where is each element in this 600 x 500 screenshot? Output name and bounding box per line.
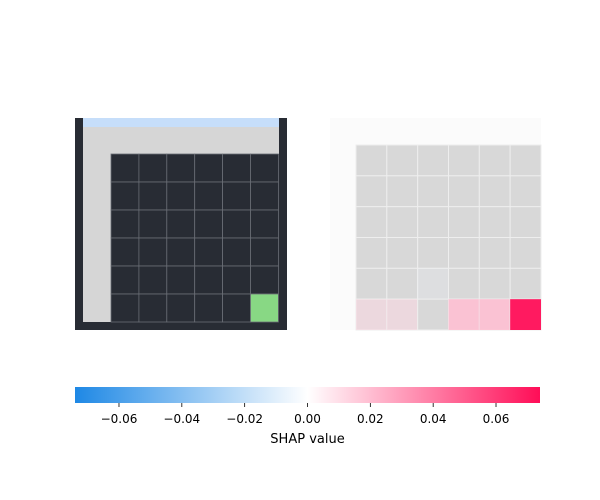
shap-cell <box>509 144 542 177</box>
input-cell <box>138 265 168 295</box>
input-cell <box>166 265 196 295</box>
shap-cell-overlay <box>417 268 449 300</box>
shap-cell <box>448 267 480 300</box>
shap-cell <box>448 237 480 269</box>
input-cell <box>110 181 140 211</box>
shap-cell <box>386 206 419 239</box>
shap-cell <box>355 175 388 208</box>
input-cell <box>110 265 140 295</box>
input-cell <box>222 293 251 323</box>
input-cell <box>83 127 279 154</box>
colorbar-tick-label: −0.06 <box>101 412 138 426</box>
input-cell <box>194 153 223 183</box>
shap-cell <box>355 206 388 239</box>
colorbar-tick-label: −0.04 <box>163 412 200 426</box>
input-cell <box>83 118 279 127</box>
colorbar-tick-label: 0.04 <box>420 412 447 426</box>
shap-cell <box>478 267 511 300</box>
input-cell <box>222 209 251 239</box>
shap-heatmap-panel <box>330 118 542 331</box>
shap-cell <box>386 237 419 269</box>
colorbar-tick-label: 0.06 <box>483 412 510 426</box>
input-cell <box>110 293 140 323</box>
input-cell <box>138 181 168 211</box>
shap-cell <box>509 267 542 300</box>
shap-cell <box>355 237 388 269</box>
shap-cell <box>478 175 511 208</box>
input-cell <box>250 265 279 295</box>
shap-cell-overlay <box>479 299 511 330</box>
shap-cell <box>509 206 542 239</box>
input-cell <box>166 293 196 323</box>
input-cell <box>166 209 196 239</box>
input-cell <box>166 153 196 183</box>
input-cell <box>194 237 223 267</box>
input-cell <box>250 293 279 323</box>
shap-cell <box>509 175 542 208</box>
input-cell <box>138 237 168 267</box>
shap-cell <box>448 144 480 177</box>
shap-cell-overlay <box>448 299 480 330</box>
input-cell <box>250 181 279 211</box>
shap-cell <box>386 267 419 300</box>
shap-cell <box>448 206 480 239</box>
shap-cell <box>478 237 511 269</box>
input-image-panel <box>75 118 287 330</box>
colorbar-tick-label: −0.02 <box>226 412 263 426</box>
shap-cell <box>509 237 542 269</box>
shap-cell <box>355 144 388 177</box>
shap-cell <box>386 144 419 177</box>
shap-cell <box>478 206 511 239</box>
input-cell <box>138 293 168 323</box>
input-cell <box>138 209 168 239</box>
colorbar-label: SHAP value <box>270 432 344 447</box>
input-cell <box>194 181 223 211</box>
shap-cell-overlay <box>510 299 541 330</box>
input-cell <box>222 237 251 267</box>
input-cell <box>222 153 251 183</box>
colorbar-tick-label: 0.00 <box>294 412 321 426</box>
input-cell <box>194 265 223 295</box>
input-cell <box>83 154 111 322</box>
shap-cell <box>355 267 388 300</box>
input-cell <box>194 209 223 239</box>
shap-cell <box>417 298 449 331</box>
shap-cell <box>448 175 480 208</box>
shap-cell <box>386 175 419 208</box>
colorbar: −0.06 −0.04 −0.02 0.00 0.02 0.04 0.06 SHAP val… <box>75 387 540 447</box>
shap-cell <box>417 237 449 269</box>
input-cell <box>110 153 140 183</box>
shap-cell <box>478 144 511 177</box>
input-cell <box>166 237 196 267</box>
input-cell <box>250 153 279 183</box>
colorbar-gradient <box>75 387 540 403</box>
input-cell <box>222 181 251 211</box>
input-cell <box>194 293 223 323</box>
shap-cell <box>417 206 449 239</box>
input-cell <box>110 237 140 267</box>
input-cell <box>250 237 279 267</box>
input-cell <box>138 153 168 183</box>
shap-cell <box>417 175 449 208</box>
input-cell <box>166 181 196 211</box>
colorbar-tick-label: 0.02 <box>357 412 384 426</box>
input-cell <box>110 209 140 239</box>
input-cell <box>222 265 251 295</box>
shap-cell <box>417 144 449 177</box>
input-cell <box>250 209 279 239</box>
shap-cell-overlay <box>386 299 418 330</box>
shap-cell-overlay <box>356 299 387 330</box>
